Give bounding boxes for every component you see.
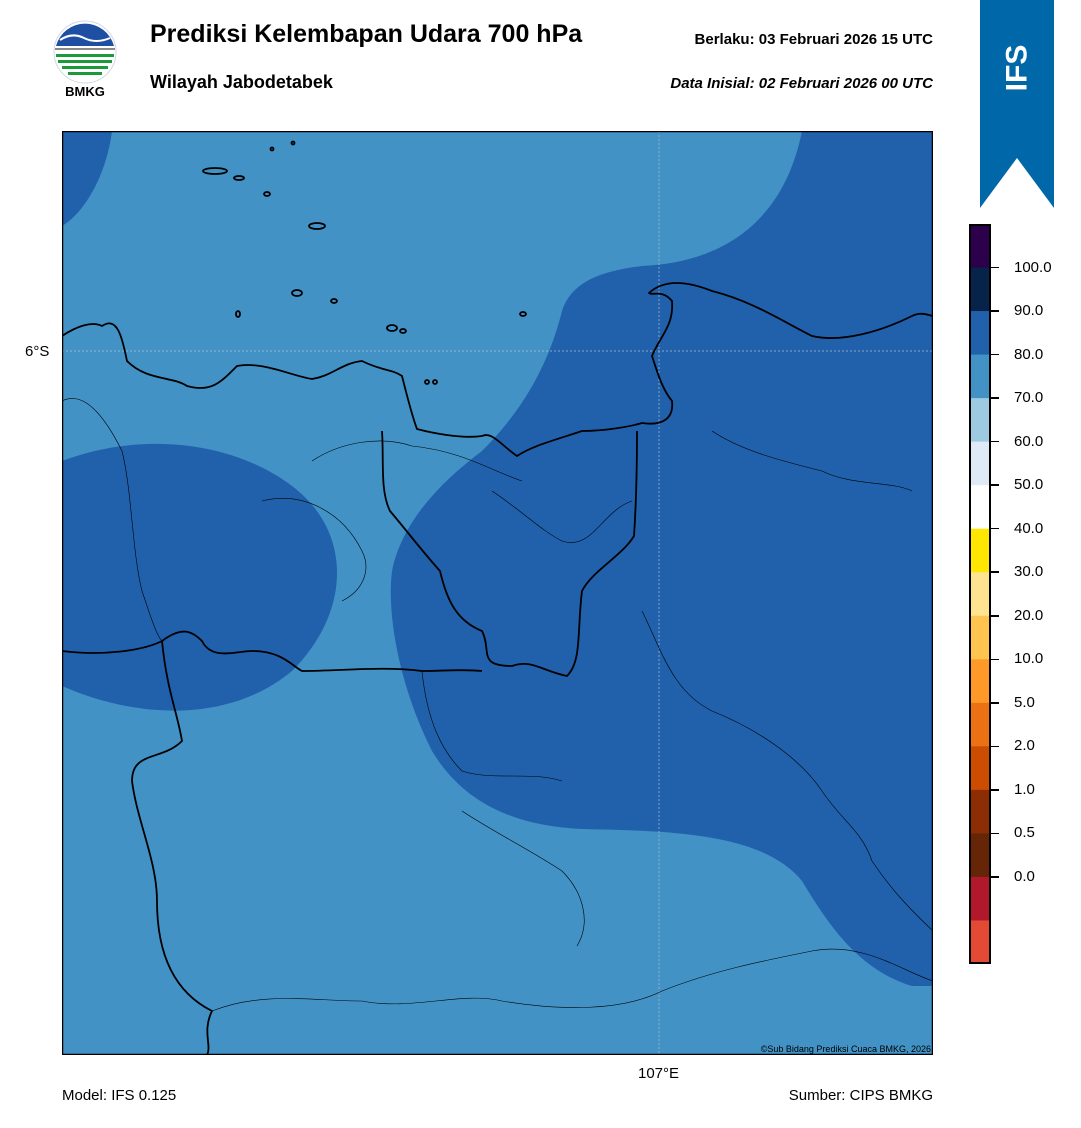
model-label: Model: IFS 0.125 xyxy=(62,1087,177,1104)
colorbar-tick xyxy=(991,266,999,269)
colorbar-tick xyxy=(991,484,999,486)
colorbar-tick xyxy=(991,310,999,312)
ribbon-label: IFS xyxy=(1001,45,1034,92)
colorbar-tick xyxy=(991,527,999,530)
colorbar-tick-label: 60.0 xyxy=(1014,432,1044,450)
valid-time: Berlaku: 03 Februari 2026 15 UTC xyxy=(694,31,933,48)
colorbar-tick xyxy=(991,832,999,835)
colorbar-segment xyxy=(969,528,991,573)
lat-label: 6°S xyxy=(25,343,50,360)
colorbar-tick-label: 10.0 xyxy=(1014,650,1044,668)
colorbar-segment xyxy=(969,311,991,356)
colorbar-tick xyxy=(991,440,999,443)
colorbar-segment xyxy=(969,572,991,617)
colorbar-tick-label: 0.5 xyxy=(1014,824,1035,842)
colorbar-tick xyxy=(991,876,999,878)
colorbar-segment xyxy=(969,267,991,312)
district-borders xyxy=(62,398,933,1012)
colorbar-tick-label: 0.0 xyxy=(1014,867,1035,885)
colorbar-segment xyxy=(969,876,991,921)
colorbar-tick xyxy=(991,745,999,748)
colorbar-segment xyxy=(969,746,991,791)
colorbar-tick-label: 50.0 xyxy=(1014,476,1044,494)
province-border-south xyxy=(131,640,214,1055)
colorbar-tick xyxy=(991,702,999,704)
colorbar-tick xyxy=(991,571,999,573)
colorbar xyxy=(969,224,991,964)
colorbar-segment xyxy=(969,833,991,878)
province-border-west xyxy=(62,630,483,672)
colorbar-segment xyxy=(969,789,991,834)
colorbar-segment xyxy=(969,659,991,704)
colorbar-segment xyxy=(969,702,991,747)
colorbar-tick-label: 70.0 xyxy=(1014,389,1044,407)
colorbar-tick-label: 5.0 xyxy=(1014,693,1035,711)
colorbar-tick xyxy=(991,353,999,356)
colorbar-tick-label: 20.0 xyxy=(1014,606,1044,624)
colorbar-tick-label: 80.0 xyxy=(1014,345,1044,363)
colorbar-tick xyxy=(991,615,999,617)
humidity-band-80-90-east xyxy=(390,131,933,986)
region-subtitle: Wilayah Jabodetabek xyxy=(150,72,333,92)
ribbon-text: IFS xyxy=(1001,45,1034,92)
colorbar-tick-label: 2.0 xyxy=(1014,737,1035,755)
colorbar-segment xyxy=(969,224,991,269)
province-border-east xyxy=(381,430,638,677)
colorbar-segment xyxy=(969,615,991,660)
humidity-map xyxy=(62,131,933,1055)
copyright-note: ©Sub Bidang Prediksi Cuaca BMKG, 2026 xyxy=(760,1044,931,1054)
humidity-band-80-90-nw xyxy=(62,131,112,226)
thousand-islands xyxy=(202,140,527,385)
colorbar-segment xyxy=(969,398,991,443)
ifs-ribbon xyxy=(980,0,1054,208)
colorbar-frame xyxy=(969,224,991,964)
colorbar-tick-label: 30.0 xyxy=(1014,563,1044,581)
colorbar-segment xyxy=(969,485,991,530)
colorbar-tick xyxy=(991,397,999,399)
colorbar-tick-label: 1.0 xyxy=(1014,780,1035,798)
init-time: Data Inisial: 02 Februari 2026 00 UTC xyxy=(670,75,933,92)
colorbar-segment xyxy=(969,441,991,486)
bmkg-logo-icon xyxy=(53,20,117,84)
source-label: Sumber: CIPS BMKG xyxy=(788,1087,933,1104)
colorbar-tick xyxy=(991,789,999,791)
map-title: Prediksi Kelembapan Udara 700 hPa xyxy=(150,20,583,48)
colorbar-segment xyxy=(969,354,991,399)
colorbar-tick xyxy=(991,658,999,661)
colorbar-tick-label: 90.0 xyxy=(1014,302,1044,320)
logo-text: BMKG xyxy=(65,84,105,99)
colorbar-tick-label: 100.0 xyxy=(1014,258,1052,276)
colorbar-segment xyxy=(969,920,991,964)
colorbar-tick-label: 40.0 xyxy=(1014,519,1044,537)
lon-label: 107°E xyxy=(638,1065,680,1082)
coastline xyxy=(62,282,933,458)
